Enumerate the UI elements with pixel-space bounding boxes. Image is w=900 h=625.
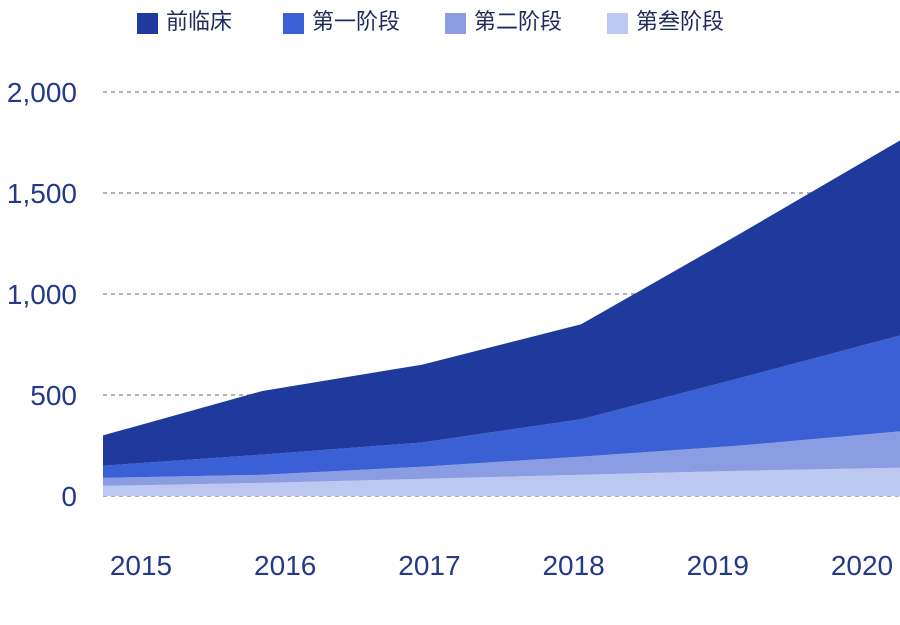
y-tick-label: 1,500 — [7, 178, 77, 209]
legend-swatch-phase-2 — [445, 12, 466, 34]
area-series-group — [103, 140, 900, 496]
chart-legend: 前临床 第一阶段 第二阶段 第叁阶段 — [0, 0, 900, 46]
y-tick-label: 0 — [61, 481, 77, 512]
area-series-phase-3[interactable] — [103, 467, 900, 496]
legend-swatch-phase-3 — [607, 12, 628, 34]
x-tick-label: 2018 — [542, 550, 604, 581]
legend-label-phase-1: 第一阶段 — [312, 10, 401, 35]
legend-item-preclinical[interactable]: 前临床 — [137, 10, 232, 36]
legend-item-phase-1[interactable]: 第一阶段 — [283, 10, 400, 36]
y-tick-label: 1,000 — [7, 279, 77, 310]
x-tick-label: 2016 — [254, 550, 316, 581]
legend-label-phase-3: 第叁阶段 — [636, 10, 725, 35]
x-tick-label: 2020 — [831, 550, 893, 581]
legend-label-phase-2: 第二阶段 — [474, 10, 563, 35]
legend-item-phase-3[interactable]: 第叁阶段 — [607, 10, 724, 36]
legend-item-phase-2[interactable]: 第二阶段 — [445, 10, 562, 36]
area-series-preclinical[interactable] — [103, 140, 900, 466]
y-tick-label: 500 — [30, 380, 77, 411]
x-tick-label: 2017 — [398, 550, 460, 581]
x-tick-label: 2015 — [110, 550, 172, 581]
legend-label-preclinical: 前临床 — [166, 10, 233, 35]
x-tick-label: 2019 — [687, 550, 749, 581]
legend-swatch-phase-1 — [283, 12, 304, 34]
legend-swatch-preclinical — [137, 12, 158, 34]
y-axis-tick-labels: 0 500 1,000 1,500 2,000 — [7, 77, 77, 512]
y-tick-label: 2,000 — [7, 77, 77, 108]
area-series-phase-2[interactable] — [103, 431, 900, 486]
x-axis-tick-labels: 2015 2016 2017 2018 2019 2020 — [110, 550, 893, 581]
area-series-phase-1[interactable] — [103, 335, 900, 478]
